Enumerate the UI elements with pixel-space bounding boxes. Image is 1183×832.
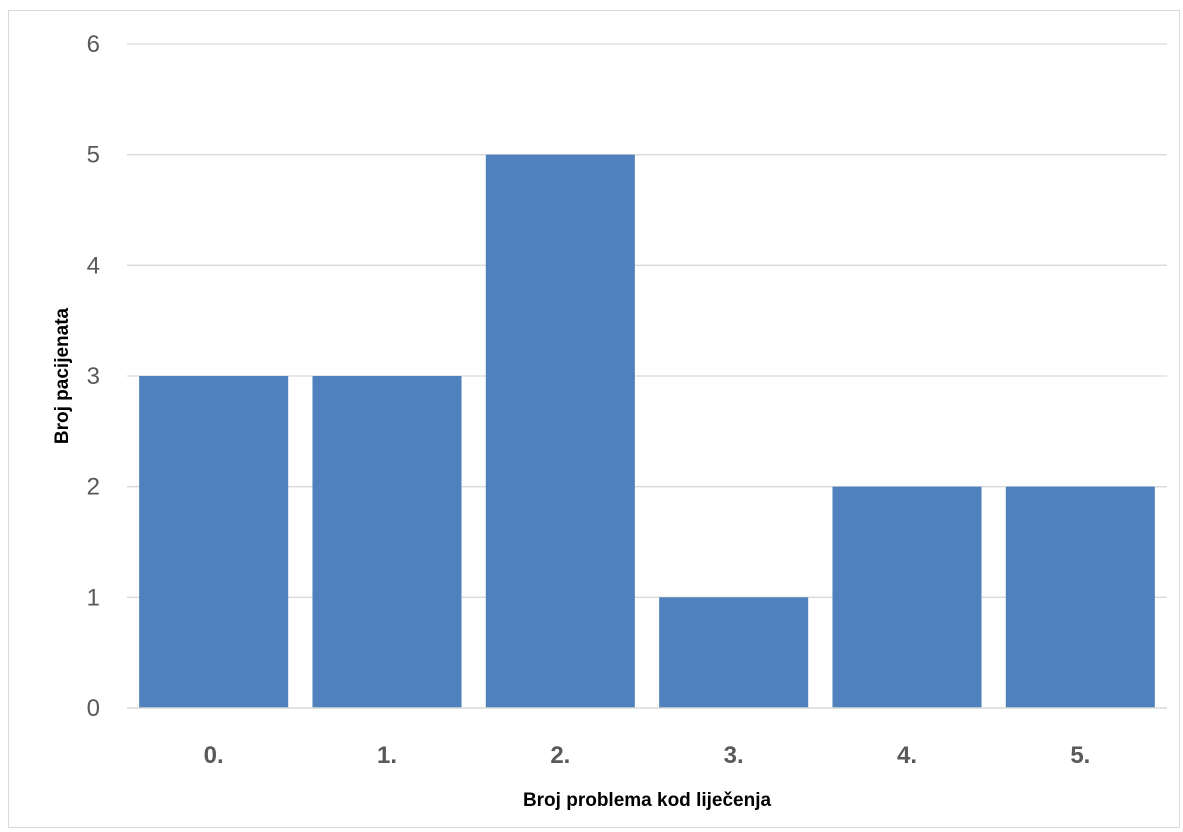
x-tick-label: 3. xyxy=(724,742,744,769)
y-tick-label: 3 xyxy=(87,363,100,390)
y-tick-label: 6 xyxy=(87,31,100,58)
x-tick-label: 2. xyxy=(550,742,570,769)
x-tick-label: 1. xyxy=(377,742,397,769)
bar xyxy=(1005,486,1155,708)
bar xyxy=(312,376,462,708)
bar xyxy=(139,376,289,708)
y-tick-label: 4 xyxy=(87,252,100,279)
y-axis-ticks: 0 1 2 3 4 5 6 xyxy=(87,31,100,722)
x-tick-label: 5. xyxy=(1070,742,1090,769)
bar xyxy=(485,154,635,708)
y-tick-label: 5 xyxy=(87,142,100,169)
y-tick-label: 1 xyxy=(87,584,100,611)
bar xyxy=(832,486,982,708)
x-axis-title: Broj problema kod liječenja xyxy=(523,790,772,811)
gridlines xyxy=(127,43,1167,598)
y-tick-label: 0 xyxy=(87,695,100,722)
bars xyxy=(139,154,1155,708)
bar xyxy=(659,597,809,708)
x-tick-label: 0. xyxy=(204,742,224,769)
x-axis-ticks: 0. 1. 2. 3. 4. 5. xyxy=(204,742,1091,769)
y-tick-label: 2 xyxy=(87,474,100,501)
x-tick-label: 4. xyxy=(897,742,917,769)
y-axis-title: Broj pacijenata xyxy=(52,307,73,444)
